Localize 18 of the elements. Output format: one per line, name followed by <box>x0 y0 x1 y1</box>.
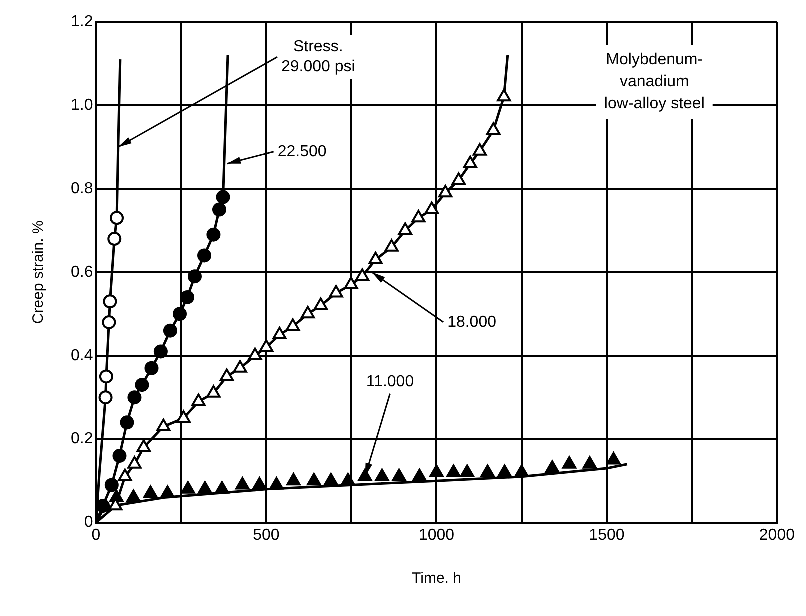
annotation: Stress. 29.000 psi <box>281 38 356 76</box>
annotation: 11.000 <box>366 373 414 390</box>
x-tick-label: 1500 <box>589 526 625 544</box>
y-tick-label: 1.0 <box>70 96 94 114</box>
x-tick-label: 2000 <box>759 526 796 544</box>
y-tick-label: 0.2 <box>70 430 94 448</box>
x-axis-title: Time. h <box>412 570 462 588</box>
x-tick-label: 1000 <box>418 526 455 544</box>
annotation: Molybdenum- vanadium low-alloy steel <box>604 51 705 112</box>
x-tick-label: 500 <box>253 526 280 544</box>
y-axis-title: Creep strain. % <box>30 220 48 324</box>
annotation: 22.500 <box>278 143 327 160</box>
y-tick-label: 0.8 <box>70 180 94 198</box>
annotation: 18.000 <box>448 314 497 331</box>
y-tick-label: 0 <box>84 514 94 532</box>
y-tick-label: 0.4 <box>70 347 94 364</box>
y-tick-label: 1.2 <box>70 13 94 30</box>
y-tick-label: 0.6 <box>70 264 94 281</box>
